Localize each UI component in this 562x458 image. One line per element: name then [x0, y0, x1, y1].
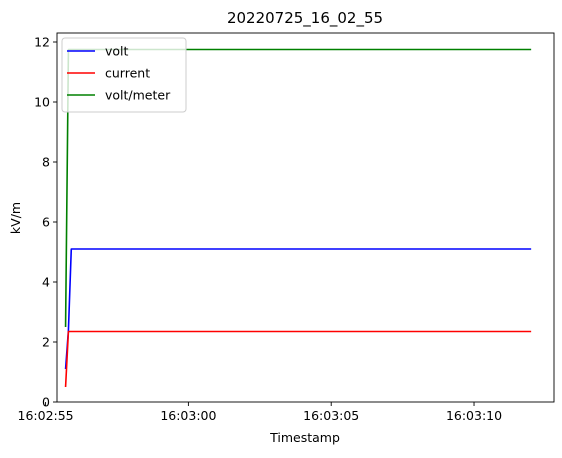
x-axis-label: Timestamp	[269, 430, 340, 445]
chart-title: 20220725_16_02_55	[227, 9, 383, 28]
y-axis-label: kV/m	[8, 202, 23, 234]
x-tick-label: 16:02:55	[18, 408, 74, 423]
legend-label-volt-meter: volt/meter	[105, 88, 171, 103]
legend-label-volt: volt	[105, 44, 129, 59]
x-tick-label: 16:03:10	[446, 408, 502, 423]
legend: volt current volt/meter	[61, 37, 187, 113]
legend-box	[61, 37, 187, 113]
y-tick-label: 4	[42, 275, 50, 290]
series-line-current	[64, 330, 532, 388]
plot-area	[56, 32, 555, 403]
y-tick-label: 2	[42, 335, 50, 350]
y-tick-label: 12	[34, 35, 50, 50]
y-tick-label: 6	[42, 215, 50, 230]
x-tick-label: 16:03:00	[160, 408, 216, 423]
y-tick-label: 0	[42, 395, 50, 410]
x-tick-label: 16:03:05	[303, 408, 359, 423]
plot-frame	[56, 32, 555, 403]
tick-layer: 0 2 4 6 8 10 12 16:02:55 16:03:00 16:03:05 16:03:1…	[18, 35, 503, 424]
y-tick-label: 8	[42, 155, 50, 170]
y-tick-label: 10	[34, 95, 50, 110]
legend-label-current: current	[105, 66, 150, 81]
